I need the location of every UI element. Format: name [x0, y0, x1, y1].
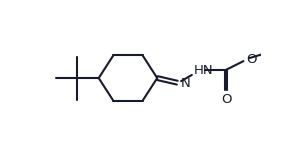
- Text: N: N: [181, 77, 191, 90]
- Text: O: O: [221, 93, 231, 106]
- Text: HN: HN: [194, 64, 213, 77]
- Text: O: O: [246, 53, 257, 66]
